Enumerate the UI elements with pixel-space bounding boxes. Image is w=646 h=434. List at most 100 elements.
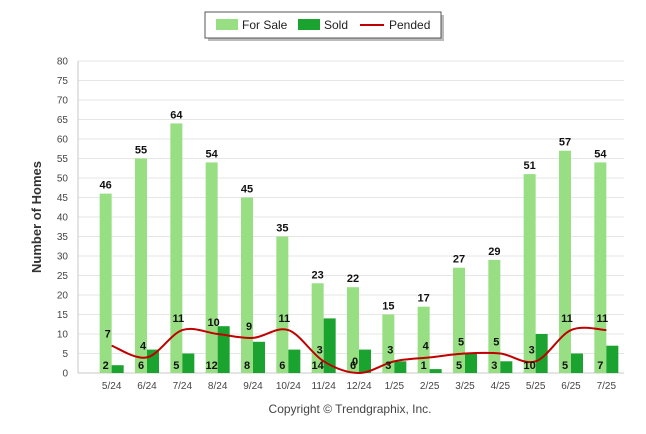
y-tick-0: 0	[62, 369, 68, 380]
copyright-text: Copyright © Trendgraphix, Inc.	[269, 402, 432, 416]
label-for-sale-3-25: 27	[453, 254, 465, 266]
label-pended-7-25: 11	[597, 313, 609, 325]
label-sold-5-24: 2	[103, 360, 109, 372]
label-pended-12-24: 0	[352, 356, 358, 368]
label-for-sale-5-25: 51	[524, 160, 536, 172]
label-for-sale-11-24: 23	[312, 269, 324, 281]
label-for-sale-5-24: 46	[100, 180, 112, 192]
legend-box	[204, 11, 442, 39]
label-pended-5-24: 7	[105, 329, 111, 341]
y-tick-75: 75	[57, 76, 69, 87]
x-tick-7-24: 7/24	[173, 381, 193, 392]
y-tick-50: 50	[57, 174, 69, 185]
label-pended-1-25: 3	[387, 344, 393, 356]
label-sold-4-25: 3	[491, 360, 497, 372]
label-for-sale-8-24: 54	[206, 148, 219, 160]
legend-swatch-for-sale	[216, 19, 238, 30]
label-pended-4-25: 5	[493, 337, 499, 349]
y-tick-20: 20	[57, 291, 69, 302]
label-sold-12-24: 6	[350, 360, 356, 372]
x-tick-5-24: 5/24	[102, 381, 122, 392]
y-tick-45: 45	[57, 193, 69, 204]
y-axis-label: Number of Homes	[29, 161, 44, 273]
label-for-sale-7-25: 54	[594, 148, 607, 160]
bar-sold-8-24	[217, 326, 230, 373]
bar-for-sale-7-25	[594, 162, 607, 373]
bar-sold-5-24	[111, 365, 124, 373]
label-for-sale-9-24: 45	[241, 184, 253, 196]
y-tick-65: 65	[57, 115, 69, 126]
bar-sold-10-24	[288, 349, 301, 373]
y-tick-60: 60	[57, 135, 69, 146]
bar-sold-3-25	[465, 353, 477, 373]
y-tick-5: 5	[62, 349, 68, 360]
pended-line-path	[111, 326, 607, 375]
bar-for-sale-5-24	[99, 193, 112, 373]
x-tick-6-24: 6/24	[137, 381, 157, 392]
y-tick-40: 40	[57, 213, 69, 224]
x-tick-1-25: 1/25	[385, 381, 405, 392]
label-sold-6-25: 5	[562, 360, 568, 372]
bar-for-sale-8-24	[205, 162, 218, 373]
bar-for-sale-10-24	[276, 236, 289, 373]
y-tick-70: 70	[57, 96, 69, 107]
y-tick-25: 25	[57, 271, 69, 282]
y-tick-10: 10	[57, 330, 69, 341]
x-tick-4-25: 4/25	[491, 381, 511, 392]
bar-for-sale-12-24	[347, 287, 359, 373]
label-for-sale-4-25: 29	[488, 246, 500, 258]
bar-for-sale-3-25	[453, 267, 465, 373]
x-tick-9-24: 9/24	[243, 381, 263, 392]
y-axis-ticks: 0 5 10 15 20 25 30 35 40 45 50 55 60 65 70 75 80	[57, 57, 69, 380]
legend-label-sold: Sold	[324, 18, 348, 32]
y-tick-80: 80	[57, 57, 69, 68]
label-for-sale-6-24: 55	[135, 145, 147, 157]
x-tick-11-24: 11/24	[312, 381, 337, 392]
label-pended-6-25: 11	[561, 313, 573, 325]
label-for-sale-10-24: 35	[276, 223, 288, 235]
data-labels: 4627556464511541210458935611231432260153…	[100, 109, 609, 372]
bars	[99, 123, 619, 374]
label-sold-7-24: 5	[173, 360, 179, 372]
label-sold-11-24: 14	[312, 360, 325, 372]
legend-label-for-sale: For Sale	[242, 18, 288, 32]
label-sold-1-25: 3	[385, 360, 391, 372]
y-tick-35: 35	[57, 232, 69, 243]
x-tick-2-25: 2/25	[420, 381, 440, 392]
label-sold-6-24: 6	[138, 360, 144, 372]
label-sold-3-25: 5	[456, 360, 462, 372]
label-sold-5-25: 10	[524, 360, 536, 372]
label-pended-6-24: 4	[140, 340, 147, 352]
pended-line	[111, 326, 607, 375]
bar-for-sale-7-24	[170, 123, 183, 374]
label-for-sale-12-24: 22	[347, 273, 359, 285]
bar-for-sale-6-25	[559, 150, 571, 373]
bar-sold-7-24	[182, 353, 195, 373]
label-pended-11-24: 3	[317, 344, 323, 356]
label-sold-2-25: 1	[421, 360, 427, 372]
label-sold-7-25: 7	[597, 360, 603, 372]
bar-sold-9-24	[253, 341, 265, 373]
label-sold-9-24: 8	[244, 360, 250, 372]
label-for-sale-2-25: 17	[418, 293, 430, 305]
bar-sold-6-25	[571, 353, 583, 373]
label-pended-3-25: 5	[458, 337, 464, 349]
x-tick-10-24: 10/24	[276, 381, 301, 392]
y-tick-15: 15	[57, 310, 69, 321]
bar-for-sale-5-25	[523, 174, 536, 373]
label-pended-5-25: 3	[529, 344, 535, 356]
bar-for-sale-9-24	[241, 197, 253, 373]
bar-for-sale-6-24	[135, 158, 147, 373]
label-pended-2-25: 4	[423, 340, 430, 352]
legend: For Sale Sold Pended	[204, 11, 444, 41]
label-for-sale-6-25: 57	[559, 137, 571, 149]
x-axis-ticks: 5/24 6/24 7/24 8/24 9/24 10/24 11/24 12/24 1/25 2…	[102, 381, 617, 392]
x-tick-8-24: 8/24	[208, 381, 228, 392]
x-tick-3-25: 3/25	[455, 381, 475, 392]
label-sold-8-24: 12	[206, 360, 218, 372]
y-tick-55: 55	[57, 154, 69, 165]
bar-sold-7-25	[606, 345, 619, 373]
bar-sold-6-24	[147, 349, 159, 373]
bar-for-sale-1-25	[382, 314, 395, 373]
